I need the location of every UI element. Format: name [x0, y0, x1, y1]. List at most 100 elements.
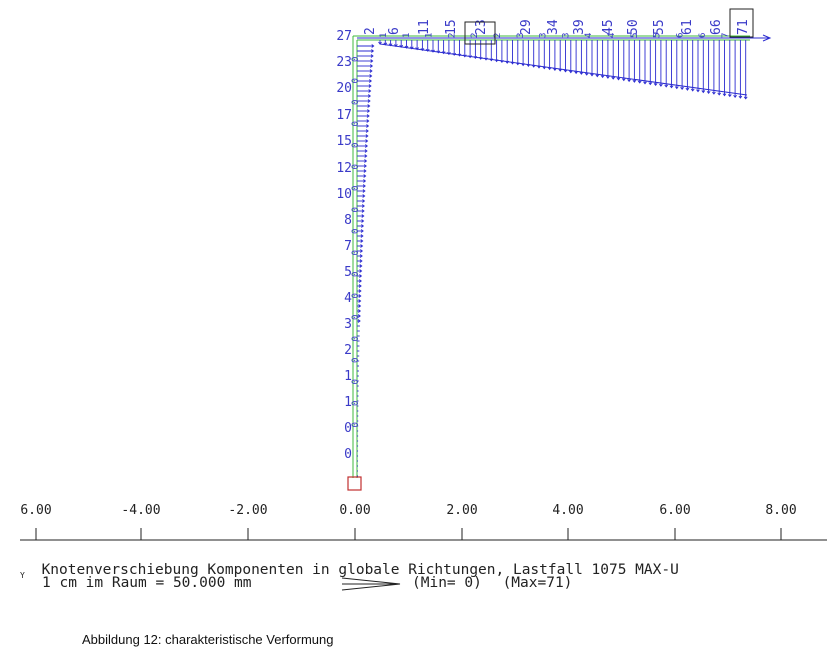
beam-arrow-head	[621, 78, 626, 82]
column-arrow-head	[361, 209, 365, 213]
beam-arrow-head	[717, 92, 722, 96]
deformed-beam-line	[379, 43, 748, 96]
support-marker	[347, 476, 362, 491]
beam-node-label: 66	[709, 19, 724, 35]
column-node-label: 1	[344, 395, 352, 410]
column-arrow-head	[366, 114, 370, 118]
beam-node-label: 39	[572, 19, 587, 35]
column-arrow-head	[364, 144, 369, 148]
x-tick-label: 0.00	[339, 503, 370, 518]
column-arrow-head	[367, 99, 371, 103]
beam-arrow-head	[738, 95, 743, 99]
beam-minor-label: 2	[447, 33, 457, 38]
column-node-label: 1	[344, 369, 352, 384]
beam-arrow-head	[659, 83, 663, 87]
beam-arrow-head	[600, 75, 605, 79]
beam-arrow-head	[696, 89, 700, 93]
highlight-box-left	[464, 21, 496, 45]
column-small-label: 0	[351, 57, 361, 62]
beam-minor-label: 3	[539, 33, 549, 38]
column-small-label: 0	[351, 401, 361, 406]
beam-arrow-head	[685, 87, 690, 91]
column-arrow-head	[363, 169, 367, 173]
beam-minor-label: 3	[561, 33, 571, 38]
beam-arrow-head	[579, 71, 584, 75]
beam-node-label: 55	[652, 19, 667, 35]
column-arrow-head	[368, 89, 372, 93]
column-arrow-head	[371, 44, 375, 48]
scale-text: 1 cm im Raum = 50.000 mm	[42, 575, 252, 591]
figure-caption: Abbildung 12: charakteristische Verformu…	[82, 632, 334, 647]
beam-node-label: 71	[736, 19, 751, 35]
beam-arrow-head	[431, 49, 435, 53]
beam-node-label: 23	[474, 19, 489, 35]
column-node-label: 27	[336, 29, 352, 44]
column-node-label: 7	[344, 239, 352, 254]
column-small-label: 0	[351, 164, 361, 169]
x-tick-label: -2.00	[228, 503, 267, 518]
beam-arrow-head	[574, 71, 578, 75]
column-arrow-head	[361, 219, 365, 223]
column-arrow-head	[365, 129, 369, 133]
column-node-label: 3	[344, 317, 352, 332]
column-arrow-head	[362, 184, 366, 188]
column-arrow-head	[364, 149, 368, 153]
column-arrow-head	[369, 74, 373, 78]
column-small-label: 0	[351, 100, 361, 105]
column-arrow-head	[358, 304, 362, 308]
beam-arrow-head	[606, 75, 610, 79]
column-small-label: 0	[351, 293, 361, 298]
column-small-label: 0	[351, 358, 361, 363]
column-small-label: 0	[351, 143, 361, 148]
column-arrow-head	[358, 299, 362, 303]
beam-minor-label: 3	[516, 33, 526, 38]
column-node-label: 2	[344, 343, 352, 358]
column-arrow-head	[359, 254, 363, 258]
beam-arrow-head	[616, 77, 621, 81]
displacement-arrows	[357, 40, 748, 477]
beam-arrow-head	[653, 83, 658, 87]
column-node-label: 5	[344, 265, 352, 280]
beam-arrow-head	[643, 81, 647, 85]
column-arrow-head	[361, 204, 365, 208]
column-arrow-head	[361, 224, 365, 228]
beam-arrow-head	[712, 91, 716, 95]
highlight-box-right	[729, 8, 754, 38]
beam-minor-label: 4	[607, 33, 617, 38]
beam-node-label: 15	[444, 19, 459, 35]
column-arrow-head	[365, 139, 369, 143]
min-max-row: (Min= 0) (Max=71)	[412, 575, 572, 591]
column-arrow-head	[357, 314, 361, 318]
column-small-label: 0	[351, 336, 361, 341]
column-node-label: 0	[344, 421, 352, 436]
beam-minor-label: 2	[470, 33, 480, 38]
beam-node-label: 11	[417, 19, 432, 35]
min-text: (Min= 0)	[412, 575, 482, 591]
beam-node-labels: 2 6 11 15 23 29 34 39 45 50 55 61 66 71	[363, 19, 751, 35]
beam-arrow-head	[701, 90, 706, 94]
beam-minor-label: 4	[584, 33, 594, 38]
column-arrow-head	[360, 249, 364, 253]
column-small-label: 0	[351, 379, 361, 384]
column-node-label: 4	[344, 291, 352, 306]
column-arrow-head	[368, 84, 372, 88]
column-node-label: 10	[336, 187, 352, 202]
beam-minor-label: 5	[630, 33, 640, 38]
beam-minor-labels: 1 1 1 2 2 2 3 3 3 4 4 5 5 6 6 7	[379, 33, 731, 38]
column-arrow-head	[362, 189, 366, 193]
beam-arrow-head	[563, 69, 568, 73]
beam-minor-label: 6	[698, 33, 708, 38]
beam-arrow-head	[664, 84, 669, 88]
beam-horizontal-arrow-head	[762, 34, 772, 42]
beam-arrow-head	[611, 76, 616, 80]
x-tick-label: -4.00	[121, 503, 160, 518]
column-node-label: 20	[336, 81, 352, 96]
x-tick-label: 6.00	[20, 503, 51, 518]
beam-arrow-head	[648, 82, 653, 86]
column-arrow-head	[365, 134, 369, 138]
x-tick-label: 2.00	[446, 503, 477, 518]
column-small-label: 0	[351, 207, 361, 212]
title-row: Y Knotenverschiebung Komponenten in glob…	[20, 562, 679, 580]
column-arrow-head	[370, 54, 374, 58]
column-arrow-head	[358, 284, 362, 288]
